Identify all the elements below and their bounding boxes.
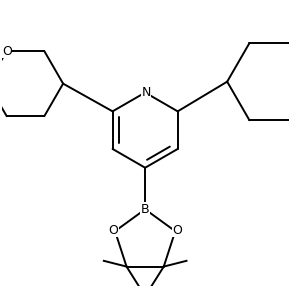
Text: N: N [142,86,151,99]
Text: O: O [108,224,118,237]
Text: O: O [172,224,182,237]
Text: B: B [141,203,149,216]
Text: O: O [2,45,12,58]
